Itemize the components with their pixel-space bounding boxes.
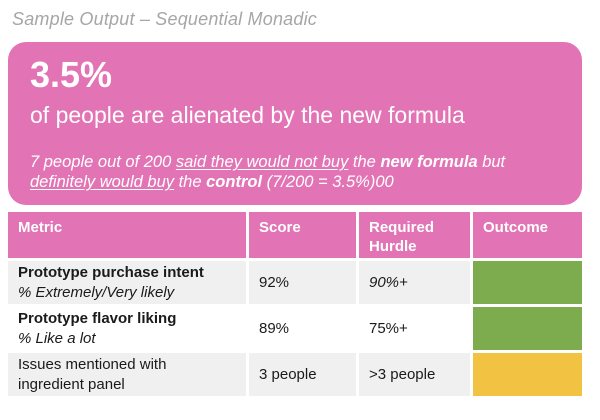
metric-cell: Prototype purchase intent % Extremely/Ve…	[8, 261, 246, 304]
headline-stat: 3.5%	[30, 54, 113, 95]
footnote-segment: but	[477, 153, 506, 172]
column-header-score: Score	[249, 212, 356, 258]
required-hurdle-cell: 90%+	[359, 261, 470, 304]
footnote-segment-underlined: definitely would buy	[30, 173, 175, 192]
headline-subtitle: of people are alienated by the new formu…	[30, 101, 465, 128]
footnote-segment: 7 people out of 200	[30, 153, 176, 172]
slide-title: Sample Output – Sequential Monadic	[12, 9, 317, 29]
outcome-cell-warning	[473, 353, 582, 396]
column-header-outcome: Outcome	[473, 212, 582, 258]
required-hurdle-cell: 75%+	[359, 307, 470, 350]
metric-detail: % Extremely/Very likely	[18, 283, 175, 301]
outcome-cell-pass	[473, 307, 582, 350]
headline-banner: 3.5% of people are alienated by the new …	[8, 42, 582, 205]
required-hurdle-cell: >3 people	[359, 353, 470, 396]
score-cell: 92%	[249, 261, 356, 304]
footnote-segment-bold: new formula	[380, 153, 478, 172]
footnote-segment: (7/200 = 3.5%)00	[262, 173, 394, 192]
column-header-metric: Metric	[8, 212, 246, 258]
metric-title: Issues mentioned with ingredient panel	[18, 356, 167, 393]
metric-cell: Prototype flavor liking % Like a lot	[8, 307, 246, 350]
outcome-cell-pass	[473, 261, 582, 304]
footnote-segment: the	[348, 153, 381, 172]
score-cell: 3 people	[249, 353, 356, 396]
banner-footnote: 7 people out of 200 said they would not …	[30, 152, 560, 192]
footnote-segment-underlined: said they would not buy	[175, 153, 349, 172]
metric-detail: % Like a lot	[18, 329, 96, 347]
footnote-segment: the	[174, 173, 207, 192]
score-cell: 89%	[249, 307, 356, 350]
column-header-required-hurdle: Required Hurdle	[359, 212, 470, 258]
results-table: Metric Score Required Hurdle Outcome Pro…	[8, 212, 582, 396]
metric-title: Prototype purchase intent	[18, 264, 204, 281]
metric-cell: Issues mentioned with ingredient panel	[8, 353, 246, 396]
metric-title: Prototype flavor liking	[18, 310, 177, 327]
footnote-segment-bold: control	[206, 173, 263, 192]
